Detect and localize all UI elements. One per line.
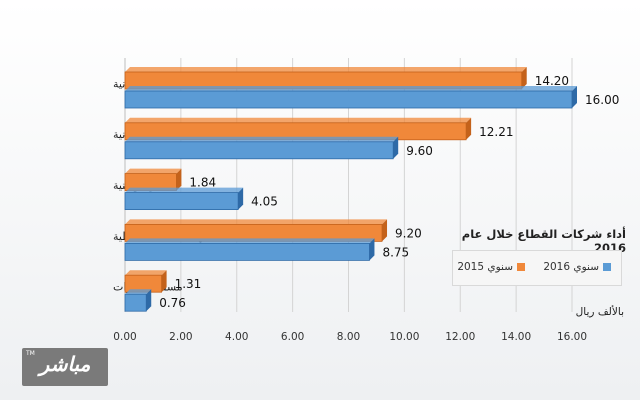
bar-2015-value-label: 14.20 <box>535 74 569 88</box>
bar-2016-top <box>125 289 152 295</box>
bar-2015-value-label: 9.20 <box>395 226 422 240</box>
bar-2016-top <box>125 86 577 91</box>
bar-2015-side <box>466 117 472 140</box>
bar-2015-side <box>161 270 167 293</box>
bar-2016-value-label: 16.00 <box>585 93 619 107</box>
x-tick-label: 12.00 <box>445 331 475 343</box>
legend-swatch-2016 <box>603 263 611 271</box>
legend-label-2015: سنوي 2015 <box>457 261 513 273</box>
bar-2016 <box>124 293 147 312</box>
bar-2015-side <box>521 67 527 89</box>
bar-2015-side <box>176 168 182 191</box>
bar-2016 <box>124 90 573 109</box>
x-tick-label: 2.00 <box>169 331 192 343</box>
x-tick-label: 14.00 <box>501 331 531 343</box>
x-tick-label: 6.00 <box>281 331 304 343</box>
bar-2015-top <box>125 219 388 225</box>
bar-2015-top <box>125 67 527 72</box>
bar-2016-value-label: 9.60 <box>406 144 433 158</box>
bar-2015-side <box>382 219 388 242</box>
legend: سنوي 2016 سنوي 2015 <box>452 250 622 286</box>
x-tick-label: 4.00 <box>225 331 248 343</box>
legend-label-2016: سنوي 2016 <box>543 261 599 273</box>
bar-2015-value-label: 12.21 <box>479 125 513 139</box>
bar-2015-top <box>125 168 182 174</box>
bar-2016-value-label: 8.75 <box>382 245 409 259</box>
x-tick-label: 0.00 <box>113 331 136 343</box>
bar-2016-top <box>125 238 375 244</box>
bar-2016-side <box>238 187 244 210</box>
bar-2016-side <box>572 86 577 108</box>
bar-2016 <box>124 242 370 261</box>
bar-2016-side <box>393 136 399 159</box>
mubasher-logo: مباشر TM <box>22 348 108 386</box>
bar-2016-top <box>125 187 244 193</box>
legend-swatch-2015 <box>517 263 525 271</box>
bar-2015-value-label: 1.84 <box>189 176 216 190</box>
bar-2015-top <box>125 270 167 276</box>
bar-2015-top <box>125 117 472 123</box>
x-tick-label: 8.00 <box>337 331 360 343</box>
x-tick-label: 16.00 <box>557 331 587 343</box>
bar-2016-value-label: 0.76 <box>159 296 186 310</box>
bar-2015-value-label: 1.31 <box>175 277 202 291</box>
bar-2016-top <box>125 136 399 142</box>
x-tick-label: 10.00 <box>389 331 419 343</box>
bar-2016-side <box>369 238 375 261</box>
bar-2016 <box>124 192 239 211</box>
bar-2016-value-label: 4.05 <box>251 195 278 209</box>
logo-text: مباشر <box>39 352 91 376</box>
bar-2016 <box>124 141 394 160</box>
logo-tm: TM <box>26 350 35 357</box>
bar-2016-side <box>146 289 152 312</box>
legend-item-2016: سنوي 2016 <box>543 261 611 273</box>
unit-label: بالألف ريال <box>575 306 624 318</box>
legend-item-2015: سنوي 2015 <box>457 261 525 273</box>
